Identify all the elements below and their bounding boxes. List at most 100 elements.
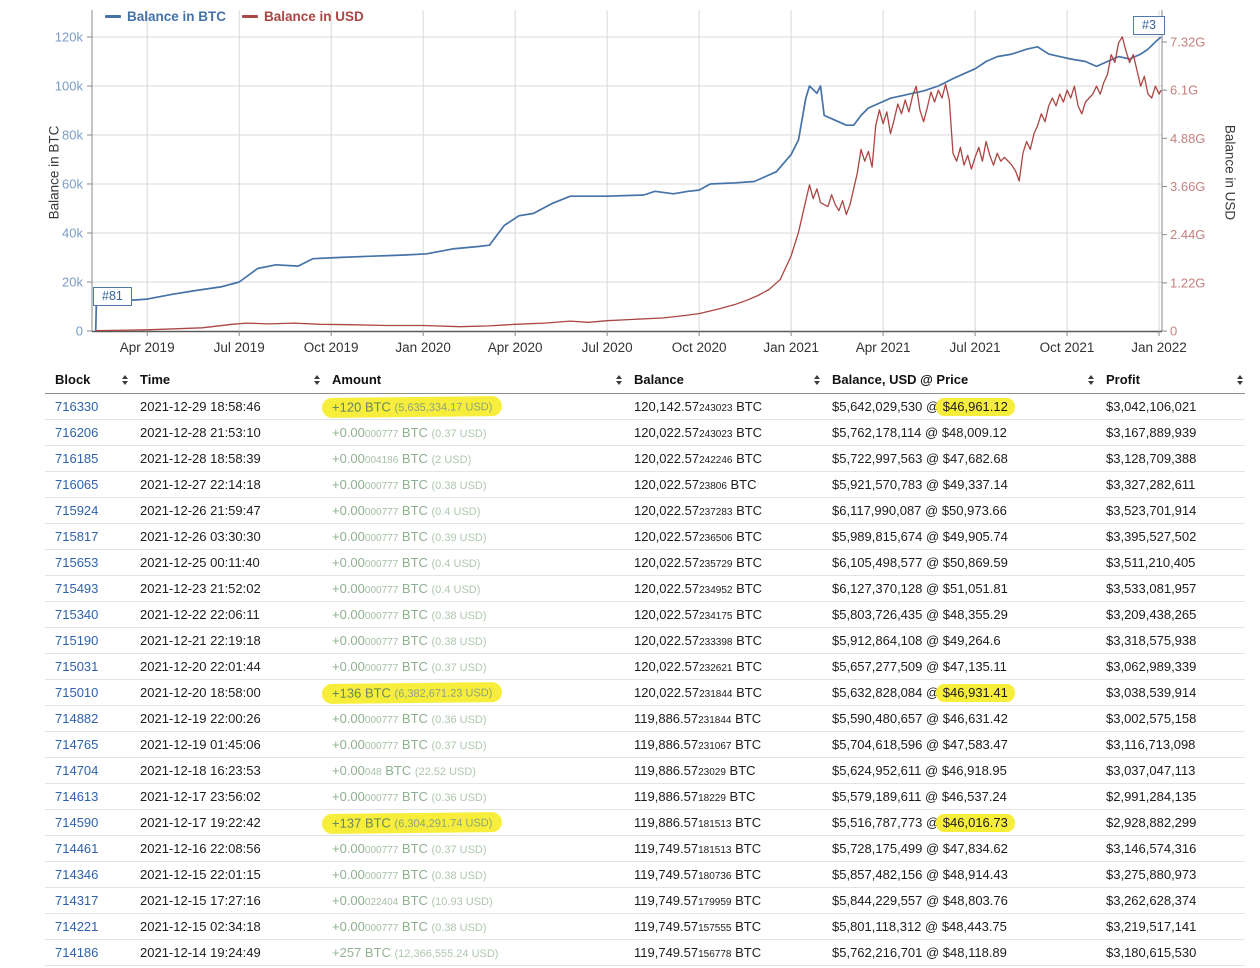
block-link[interactable]: 716330: [55, 399, 99, 414]
balance-cell: 119,749.57179959 BTC: [624, 887, 822, 914]
amount-value: +0.00048 BTC (22.52 USD): [332, 763, 476, 778]
profit-cell: $2,928,882,299: [1096, 809, 1245, 836]
block-link[interactable]: 716206: [55, 425, 99, 440]
profit-cell: $3,037,047,113: [1096, 757, 1245, 784]
price-value: $46,961.12: [935, 398, 1015, 416]
y-axis-tick-label-btc: 60k: [62, 176, 83, 191]
block-link[interactable]: 715010: [55, 685, 99, 700]
block-link[interactable]: 714882: [55, 711, 99, 726]
amount-cell: +0.00000777 BTC (0.4 USD): [322, 549, 624, 576]
block-link[interactable]: 715031: [55, 659, 99, 674]
y-axis-tick-label-usd: 1.22G: [1170, 275, 1205, 290]
block-link[interactable]: 714221: [55, 919, 99, 934]
table-row: 714346 2021-12-15 22:01:15 +0.00000777 BTC…: [45, 861, 1245, 888]
column-header-block[interactable]: Block: [45, 368, 130, 394]
block-link[interactable]: 714186: [55, 945, 99, 960]
x-axis-tick-label: Jul 2020: [582, 340, 633, 355]
sort-icon[interactable]: [1088, 374, 1094, 385]
time-cell: 2021-12-16 22:08:56: [130, 835, 322, 862]
table-row: 714704 2021-12-18 16:23:53 +0.00048 BTC (2…: [45, 757, 1245, 784]
y-axis-tick-label-btc: 80k: [62, 127, 83, 142]
usd-balance-cell: $5,803,726,435 @ $48,355.29: [822, 601, 1096, 628]
amount-value: +0.00000777 BTC (0.4 USD): [332, 555, 481, 570]
sort-icon[interactable]: [814, 374, 820, 385]
profit-cell: $3,395,527,502: [1096, 523, 1245, 550]
block-link[interactable]: 714590: [55, 815, 99, 830]
amount-cell: +0.00000777 BTC (0.37 USD): [322, 419, 624, 446]
block-link[interactable]: 716065: [55, 477, 99, 492]
block-link[interactable]: 714613: [55, 789, 99, 804]
usd-balance-cell: $5,857,482,156 @ $48,914.43: [822, 861, 1096, 888]
block-link[interactable]: 715653: [55, 555, 99, 570]
annotation-flag-81: #81: [93, 287, 132, 306]
column-header-profit[interactable]: Profit: [1096, 368, 1245, 394]
balance-cell: 120,022.5723806 BTC: [624, 471, 822, 498]
balance-cell: 120,022.57231844 BTC: [624, 679, 822, 706]
balance-cell: 120,022.57234952 BTC: [624, 575, 822, 602]
block-cell: 715031: [45, 653, 130, 680]
x-axis-tick-label: Apr 2021: [856, 340, 911, 355]
block-cell: 715653: [45, 549, 130, 576]
block-link[interactable]: 715817: [55, 529, 99, 544]
price-value: $48,355.29: [942, 607, 1008, 622]
table-row: 716185 2021-12-28 18:58:39 +0.00004186 BTC…: [45, 445, 1245, 472]
balance-cell: 120,142.57243023 BTC: [624, 393, 822, 420]
price-value: $48,118.89: [942, 945, 1007, 960]
price-value: $46,016.73: [935, 814, 1015, 832]
table-row: 715340 2021-12-22 22:06:11 +0.00000777 BTC…: [45, 601, 1245, 628]
amount-value: +0.00000777 BTC (0.38 USD): [332, 477, 487, 492]
legend-item-btc[interactable]: Balance in BTC: [105, 9, 226, 24]
usd-balance-cell: $5,632,828,084 @ $46,931.41: [822, 679, 1096, 706]
price-value: $48,914.43: [942, 867, 1008, 882]
column-header-time[interactable]: Time: [130, 368, 322, 394]
column-header-label: Block: [55, 372, 91, 387]
block-link[interactable]: 714346: [55, 867, 99, 882]
block-cell: 714882: [45, 705, 130, 732]
column-header-usd[interactable]: Balance, USD @ Price: [822, 368, 1096, 394]
usd-balance-cell: $5,579,189,611 @ $46,537.24: [822, 783, 1096, 810]
table-row: 716330 2021-12-29 18:58:46 +120 BTC (5,635…: [45, 393, 1245, 420]
table-row: 715817 2021-12-26 03:30:30 +0.00000777 BTC…: [45, 523, 1245, 550]
column-header-amount[interactable]: Amount: [322, 368, 624, 394]
block-link[interactable]: 715190: [55, 633, 99, 648]
price-value: $47,583.47: [942, 737, 1008, 752]
block-link[interactable]: 714317: [55, 893, 99, 908]
block-link[interactable]: 714765: [55, 737, 99, 752]
table-row: 714221 2021-12-15 02:34:18 +0.00000777 BTC…: [45, 913, 1245, 940]
block-link[interactable]: 715493: [55, 581, 99, 596]
balance-cell: 120,022.57243023 BTC: [624, 419, 822, 446]
amount-cell: +137 BTC (6,304,291.74 USD): [322, 809, 624, 836]
block-link[interactable]: 715924: [55, 503, 99, 518]
balance-cell: 119,749.57181513 BTC: [624, 835, 822, 862]
balance-cell: 119,886.5723029 BTC: [624, 757, 822, 784]
y-axis-tick-label-usd: 4.88G: [1170, 131, 1205, 146]
sort-icon[interactable]: [616, 374, 622, 385]
time-cell: 2021-12-17 19:22:42: [130, 809, 322, 836]
sort-icon[interactable]: [122, 374, 128, 385]
table-row: 714765 2021-12-19 01:45:06 +0.00000777 BTC…: [45, 731, 1245, 758]
amount-cell: +0.00000777 BTC (0.39 USD): [322, 523, 624, 550]
legend-label: Balance in USD: [264, 9, 364, 24]
sort-icon[interactable]: [1237, 374, 1243, 385]
block-cell: 715340: [45, 601, 130, 628]
usd-balance-line: [95, 36, 1162, 332]
profit-cell: $3,209,438,265: [1096, 601, 1245, 628]
legend-label: Balance in BTC: [127, 9, 227, 24]
time-cell: 2021-12-15 17:27:16: [130, 887, 322, 914]
block-link[interactable]: 714461: [55, 841, 99, 856]
sort-icon[interactable]: [314, 374, 320, 385]
block-link[interactable]: 716185: [55, 451, 99, 466]
column-header-balance[interactable]: Balance: [624, 368, 822, 394]
table-row: 714590 2021-12-17 19:22:42 +137 BTC (6,304…: [45, 809, 1245, 836]
block-link[interactable]: 715340: [55, 607, 99, 622]
amount-cell: +0.00000777 BTC (0.38 USD): [322, 913, 624, 940]
block-link[interactable]: 714704: [55, 763, 99, 778]
amount-value: +136 BTC (6,382,671.23 USD): [322, 682, 503, 704]
balance-cell: 119,749.57180736 BTC: [624, 861, 822, 888]
amount-value: +0.00000777 BTC (0.36 USD): [332, 789, 487, 804]
column-header-label: Balance, USD @ Price: [832, 372, 969, 387]
amount-cell: +0.00000777 BTC (0.4 USD): [322, 575, 624, 602]
y-axis-tick-label-usd: 6.1G: [1170, 83, 1198, 98]
legend-item-usd[interactable]: Balance in USD: [242, 9, 364, 24]
amount-value: +0.00000777 BTC (0.37 USD): [332, 425, 487, 440]
